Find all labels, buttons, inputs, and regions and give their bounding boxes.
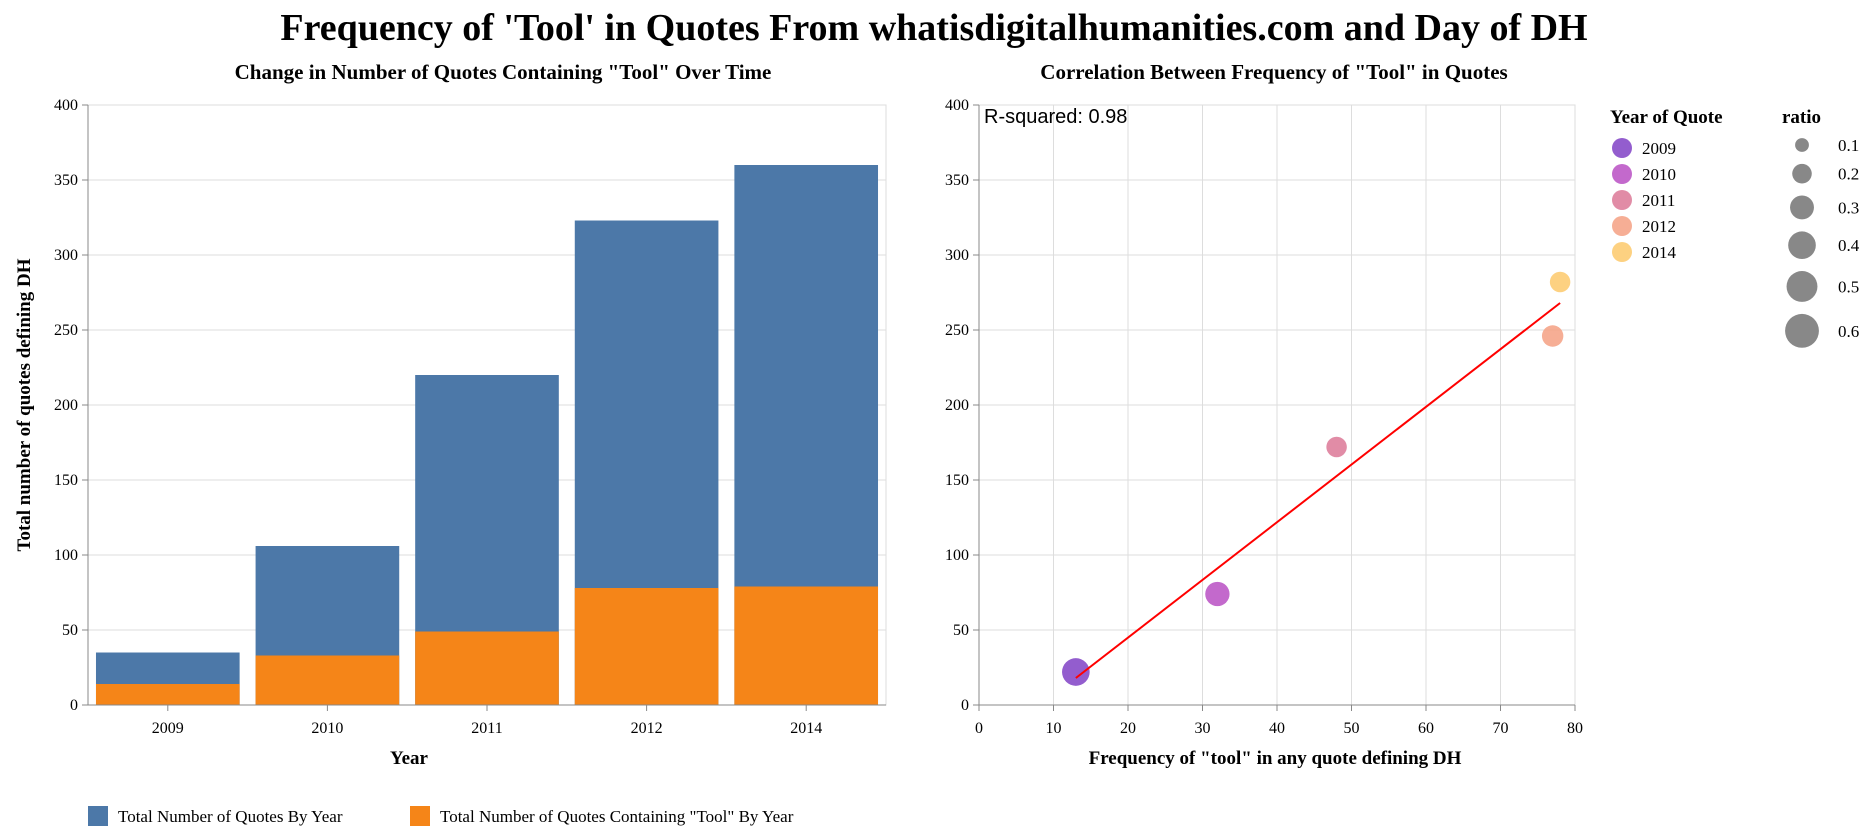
scatter-y-tick-label: 200 (945, 397, 969, 414)
bar-x-tick-label: 2009 (152, 720, 184, 737)
color-legend: Year of Quote 2009 2010 2011 2012 2014 (1610, 107, 1723, 262)
bar-legend-label: Total Number of Quotes Containing "Tool"… (440, 807, 794, 826)
color-legend-symbol (1612, 164, 1632, 184)
scatter-chart-gridlines (978, 104, 1576, 706)
scatter-chart: Correlation Between Frequency of "Tool" … (945, 60, 1860, 769)
size-legend-symbol (1792, 163, 1812, 184)
bar-x-tick-label: 2012 (631, 720, 663, 737)
bar-chart-x-axis-title: Year (390, 748, 429, 769)
size-legend-symbol (1785, 313, 1819, 348)
color-legend-symbol (1612, 216, 1632, 236)
scatter-x-tick-label: 10 (1046, 720, 1062, 737)
scatter-x-tick-label: 40 (1269, 720, 1285, 737)
bar-y-tick-label: 400 (54, 97, 78, 114)
bar-x-tick-label: 2011 (471, 720, 502, 737)
bar-x-tick-label: 2010 (311, 720, 343, 737)
size-legend-symbol (1786, 271, 1818, 302)
scatter-trendline (1075, 302, 1561, 679)
size-legend-symbol (1790, 195, 1814, 220)
size-legend-label: 0.4 (1838, 236, 1860, 255)
size-legend-label: 0.1 (1838, 136, 1859, 155)
bar-tool-2012 (574, 588, 719, 705)
bar-tool-2009 (95, 684, 240, 705)
color-legend-label: 2010 (1642, 165, 1676, 184)
scatter-chart-trendline-group (1075, 302, 1561, 679)
size-legend-symbol (1795, 138, 1809, 152)
size-legend-title: ratio (1782, 107, 1821, 128)
size-legend-label: 0.5 (1838, 277, 1859, 296)
bar-legend-swatch (410, 806, 430, 826)
color-legend-symbol (1612, 138, 1632, 158)
scatter-x-tick-label: 80 (1567, 720, 1583, 737)
scatter-y-tick-label: 300 (945, 247, 969, 264)
scatter-x-tick-label: 70 (1493, 720, 1509, 737)
bar-chart-title: Change in Number of Quotes Containing "T… (235, 60, 772, 84)
bar-tool-2011 (415, 631, 559, 705)
bar-y-tick-label: 100 (54, 547, 78, 564)
scatter-y-tick-label: 100 (945, 547, 969, 564)
bar-y-tick-label: 200 (54, 397, 78, 414)
scatter-point-2011 (1326, 436, 1347, 458)
color-legend-label: 2011 (1642, 191, 1675, 210)
scatter-x-tick-label: 30 (1195, 720, 1211, 737)
bar-y-tick-label: 150 (54, 472, 78, 489)
size-legend-symbol (1788, 231, 1816, 260)
bar-x-tick-label: 2014 (790, 720, 822, 737)
bar-chart: Change in Number of Quotes Containing "T… (14, 60, 887, 826)
main-title: Frequency of 'Tool' in Quotes From whati… (280, 7, 1587, 49)
r-squared-annotation: R-squared: 0.98 (984, 106, 1127, 128)
scatter-chart-x-axis-title: Frequency of "tool" in any quote definin… (1089, 748, 1462, 769)
scatter-y-tick-label: 400 (945, 97, 969, 114)
scatter-y-tick-label: 350 (945, 172, 969, 189)
bar-chart-axes: 0 50 100 150 200 250 300 350 400 2009 2010 2011 2012… (54, 97, 886, 737)
scatter-x-tick-label: 60 (1418, 720, 1434, 737)
bar-chart-legend: Total Number of Quotes By Year Total Numb… (88, 806, 794, 826)
color-legend-symbol (1612, 242, 1632, 262)
bar-y-tick-label: 0 (70, 697, 78, 714)
size-legend-label: 0.3 (1838, 198, 1859, 217)
scatter-x-tick-label: 0 (975, 720, 983, 737)
bar-legend-label: Total Number of Quotes By Year (118, 807, 343, 826)
bar-tool-2010 (255, 655, 400, 705)
bar-chart-y-axis-title: Total number of quotes defining DH (14, 258, 35, 551)
scatter-point-2009 (1062, 658, 1090, 686)
bar-y-tick-label: 350 (54, 172, 78, 189)
color-legend-label: 2012 (1642, 217, 1676, 236)
scatter-point-2014 (1549, 271, 1571, 293)
scatter-chart-axes: 0 50 100 150 200 250 300 350 400 0 10 20 30 40 50 60 70 8… (945, 97, 1583, 737)
color-legend-symbol (1612, 190, 1632, 210)
color-legend-label: 2014 (1642, 243, 1677, 262)
scatter-x-tick-label: 20 (1120, 720, 1136, 737)
bar-y-tick-label: 300 (54, 247, 78, 264)
color-legend-title: Year of Quote (1610, 107, 1723, 128)
scatter-point-2010 (1205, 581, 1230, 607)
scatter-point-2012 (1541, 325, 1564, 347)
size-legend-label: 0.2 (1838, 165, 1859, 184)
scatter-chart-title: Correlation Between Frequency of "Tool" … (1040, 60, 1507, 84)
bar-legend-swatch (88, 806, 108, 826)
scatter-x-tick-label: 50 (1344, 720, 1360, 737)
color-legend-label: 2009 (1642, 139, 1676, 158)
scatter-y-tick-label: 50 (953, 622, 969, 639)
scatter-y-tick-label: 0 (961, 697, 969, 714)
scatter-chart-points (1062, 271, 1571, 686)
size-legend-label: 0.6 (1838, 322, 1859, 341)
scatter-y-tick-label: 150 (945, 472, 969, 489)
bar-y-tick-label: 250 (54, 322, 78, 339)
scatter-y-tick-label: 250 (945, 322, 969, 339)
bar-chart-bars (95, 165, 879, 705)
bar-y-tick-label: 50 (62, 622, 78, 639)
bar-tool-2014 (734, 586, 879, 705)
size-legend: ratio 0.1 0.2 0.3 0.4 0.5 0.6 (1782, 107, 1860, 348)
